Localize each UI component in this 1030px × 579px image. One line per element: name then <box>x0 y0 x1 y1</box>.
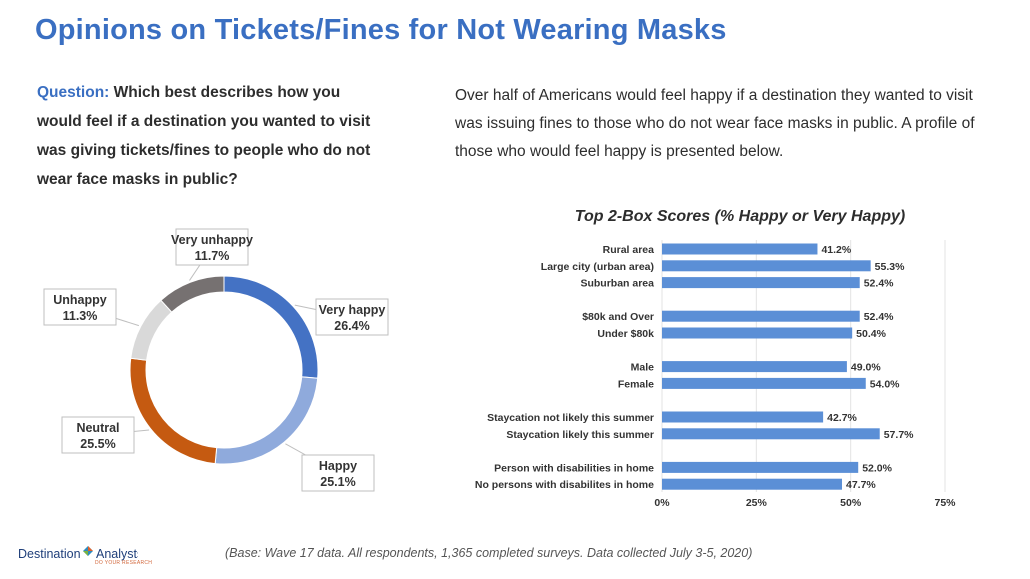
category-label: Female <box>618 378 654 390</box>
x-tick-label: 50% <box>840 497 862 509</box>
donut-label-value: 11.7% <box>195 249 230 263</box>
donut-label-box <box>61 416 135 454</box>
data-label: 57.7% <box>884 429 914 441</box>
bar <box>662 411 824 423</box>
data-label: 50.4% <box>856 328 886 340</box>
donut-chart: Very happy 26.4% Happy 25.1% Neutral 25.5% Unh… <box>43 228 389 492</box>
bar <box>662 277 860 289</box>
footer-note: (Base: Wave 17 data. All respondents, 1,… <box>225 546 753 560</box>
question-label: Question: <box>37 84 110 101</box>
category-label: Rural area <box>603 244 655 256</box>
logo-graphic: Destination Analysts <box>18 546 143 561</box>
donut-label-box <box>301 454 375 492</box>
page-title: Opinions on Tickets/Fines for Not Wearin… <box>35 14 727 46</box>
question-text: Question: Which best describes how you w… <box>37 78 387 194</box>
donut-label-value: 11.3% <box>63 309 98 323</box>
logo-tagline: DO YOUR RESEARCH <box>95 560 153 566</box>
donut-slice-very-unhappy <box>160 275 225 313</box>
donut-label-category: Very unhappy <box>171 233 253 247</box>
donut-label-category: Happy <box>319 459 357 473</box>
data-label: 41.2% <box>821 244 851 256</box>
bar <box>662 327 853 339</box>
bar <box>662 461 859 473</box>
data-label: 52.0% <box>862 462 892 474</box>
question-body: Which best describes how you would feel … <box>37 84 371 188</box>
data-label: 52.4% <box>864 311 894 323</box>
donut-label-box <box>175 228 249 266</box>
logo-brand-right: Analysts <box>96 547 138 561</box>
bar-chart: Top 2-Box Scores (% Happy or Very Happy)… <box>475 208 956 509</box>
category-label: Person with disabilities in home <box>494 462 654 474</box>
category-label: No persons with disabilites in home <box>475 479 654 491</box>
data-label: 42.7% <box>827 412 857 424</box>
company-logo: Destination Analysts DO YOUR RESEARCH <box>18 543 152 574</box>
logo-mark-icon <box>83 546 93 556</box>
data-label: 52.4% <box>864 278 894 290</box>
category-label: Suburban area <box>580 278 654 290</box>
category-label: Staycation not likely this summer <box>487 412 654 424</box>
donut-slice-neutral <box>129 357 218 465</box>
data-label: 47.7% <box>846 479 876 491</box>
donut-label-box <box>43 288 117 326</box>
data-label: 54.0% <box>870 378 900 390</box>
logo-brand-left: Destination <box>18 547 81 561</box>
bar <box>662 478 842 490</box>
bar <box>662 377 866 389</box>
donut-label-category: Neutral <box>76 421 119 435</box>
category-label: Staycation likely this summer <box>506 429 654 441</box>
data-label: 55.3% <box>875 261 905 273</box>
bar-chart-title: Top 2-Box Scores (% Happy or Very Happy) <box>575 208 905 225</box>
donut-label-value: 25.1% <box>320 475 355 489</box>
data-label: 49.0% <box>851 362 881 374</box>
summary-text: Over half of Americans would feel happy … <box>455 87 975 160</box>
donut-label-category: Unhappy <box>53 293 107 307</box>
donut-label-value: 26.4% <box>334 319 369 333</box>
x-tick-label: 75% <box>934 497 956 509</box>
x-tick-label: 25% <box>746 497 768 509</box>
bar <box>662 260 871 272</box>
bar <box>662 428 880 440</box>
category-label: Under $80k <box>597 328 654 340</box>
category-label: Large city (urban area) <box>541 261 654 273</box>
donut-label-box <box>315 298 389 336</box>
donut-slice-unhappy <box>130 299 173 361</box>
donut-slice-very-happy <box>223 275 319 379</box>
category-label: $80k and Over <box>582 311 654 323</box>
donut-label-value: 25.5% <box>80 437 115 451</box>
category-label: Male <box>631 362 655 374</box>
bar <box>662 361 847 373</box>
bar <box>662 243 818 255</box>
donut-label-category: Very happy <box>319 303 386 317</box>
x-tick-label: 0% <box>654 497 670 509</box>
donut-slice-happy <box>214 376 319 465</box>
bar <box>662 310 860 322</box>
